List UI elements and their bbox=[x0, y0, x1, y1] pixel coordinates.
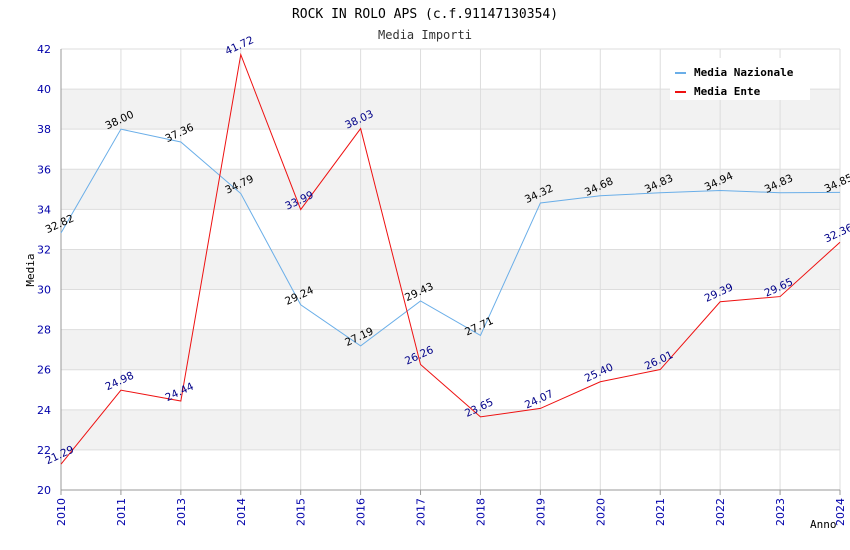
y-tick-label: 30 bbox=[37, 284, 51, 297]
y-tick-label: 26 bbox=[37, 364, 51, 377]
plot-band bbox=[61, 289, 840, 330]
x-axis-ticks: 2010 2011 2013 2014 2015 2016 2017 2018 2019 2020… bbox=[55, 498, 847, 526]
x-tick-label: 2020 bbox=[594, 498, 607, 526]
plot-band bbox=[61, 249, 840, 290]
y-tick-label: 34 bbox=[37, 203, 51, 216]
y-tick-label: 40 bbox=[37, 83, 51, 96]
legend-entry: Media Ente bbox=[694, 85, 761, 98]
x-tick-label: 2016 bbox=[355, 498, 368, 526]
x-tick-label: 2022 bbox=[714, 498, 727, 526]
y-axis-label: Media bbox=[24, 253, 37, 286]
x-tick-label: 2019 bbox=[534, 498, 547, 526]
y-tick-label: 22 bbox=[37, 444, 51, 457]
series-lines bbox=[60, 52, 841, 465]
y-tick-label: 38 bbox=[37, 123, 51, 136]
plot-band bbox=[61, 449, 840, 490]
plot-background bbox=[61, 49, 840, 490]
legend-entry: Media Nazionale bbox=[694, 66, 794, 79]
legend-box bbox=[670, 58, 810, 100]
x-tick-label: 2017 bbox=[415, 498, 428, 526]
chart-subtitle: Media Importi bbox=[378, 28, 472, 42]
chart-title: ROCK IN ROLO APS (c.f.91147130354) bbox=[292, 7, 558, 22]
legend: Media Nazionale Media Ente bbox=[670, 58, 810, 100]
x-tick-label: 2013 bbox=[175, 498, 188, 526]
plot-band bbox=[61, 369, 840, 410]
x-tick-label: 2024 bbox=[834, 498, 847, 526]
x-tick-label: 2010 bbox=[55, 498, 68, 526]
y-tick-label: 24 bbox=[37, 404, 51, 417]
series-line-media-nazionale bbox=[60, 128, 841, 347]
plot-band bbox=[61, 329, 840, 370]
y-tick-label: 28 bbox=[37, 324, 51, 337]
x-tick-label: 2015 bbox=[295, 498, 308, 526]
x-axis-label: Anno bbox=[810, 518, 837, 531]
x-tick-label: 2023 bbox=[774, 498, 787, 526]
y-axis-ticks: 20 22 24 26 28 30 32 34 36 38 40 42 bbox=[37, 43, 51, 497]
axes bbox=[60, 49, 841, 495]
x-tick-label: 2011 bbox=[115, 498, 128, 526]
x-tick-label: 2021 bbox=[654, 498, 667, 526]
plot-band bbox=[61, 129, 840, 170]
y-tick-label: 32 bbox=[37, 243, 51, 256]
plot-band bbox=[61, 209, 840, 250]
series-line-media-ente bbox=[60, 52, 841, 465]
plot-band bbox=[61, 169, 840, 210]
y-tick-label: 42 bbox=[37, 43, 51, 56]
x-tick-label: 2018 bbox=[474, 498, 487, 526]
plot-band bbox=[61, 409, 840, 450]
y-tick-label: 36 bbox=[37, 163, 51, 176]
y-tick-label: 20 bbox=[37, 484, 51, 497]
x-tick-label: 2014 bbox=[235, 498, 248, 526]
